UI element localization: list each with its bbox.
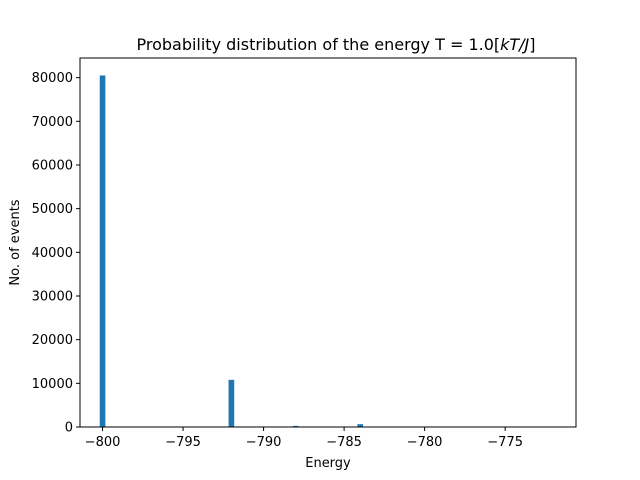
histogram-bar (228, 379, 235, 427)
chart-title: Probability distribution of the energy T… (136, 35, 535, 54)
y-tick-label: 80000 (32, 71, 73, 86)
y-tick-label: 10000 (32, 377, 73, 392)
histogram-bar (292, 425, 299, 427)
histogram-bar (357, 424, 364, 427)
y-tick-label: 50000 (32, 202, 73, 217)
y-tick-label: 30000 (32, 289, 73, 304)
y-tick-label: 40000 (32, 246, 73, 261)
y-tick-label: 70000 (32, 115, 73, 130)
x-tick-label: −800 (85, 435, 121, 450)
plot-frame (79, 57, 577, 428)
x-tick-label: −780 (407, 435, 443, 450)
x-tick-label: −785 (326, 435, 362, 450)
y-tick-label: 20000 (32, 333, 73, 348)
histogram-bar (99, 75, 106, 427)
bars-group (99, 75, 364, 427)
y-axis-ticks: 0 10000 20000 30000 40000 50000 60000 70000 8000… (32, 71, 80, 436)
x-tick-label: −775 (487, 435, 523, 450)
x-axis-label: Energy (305, 456, 351, 471)
x-axis-ticks: −800 −795 −790 −785 −780 −775 (85, 427, 523, 450)
x-tick-label: −795 (165, 435, 201, 450)
y-tick-label: 60000 (32, 158, 73, 173)
x-tick-label: −790 (246, 435, 282, 450)
y-tick-label: 0 (65, 421, 73, 436)
y-axis-label: No. of events (8, 199, 23, 285)
